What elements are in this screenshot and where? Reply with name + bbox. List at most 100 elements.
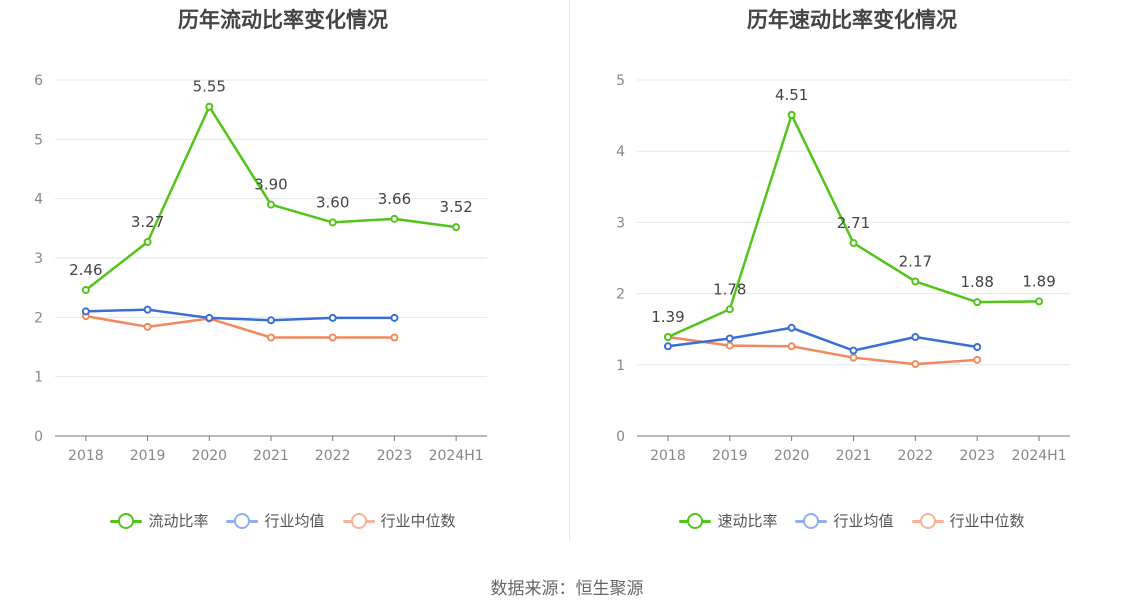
main-series-point[interactable] [390, 214, 399, 223]
x-tick-label: 2019 [712, 448, 748, 464]
legend-label: 行业中位数 [380, 512, 456, 530]
main-series-point[interactable] [452, 223, 461, 232]
legend-item-industry-mean[interactable]: 行业均值 [795, 510, 894, 531]
industry-mean-point[interactable] [143, 305, 152, 314]
x-tick-label: 2019 [130, 448, 166, 464]
x-tick-label: 2022 [898, 448, 934, 464]
main-series-point[interactable] [911, 277, 920, 286]
data-label: 1.88 [961, 273, 994, 291]
current-ratio-chart-panel: 历年流动比率变化情况 0 1 2 3 4 5 6 2018 2019 2020 2021 2022 20… [0, 0, 566, 560]
data-label: 1.78 [713, 280, 746, 298]
industry-mean-point[interactable] [328, 313, 337, 322]
main-series-point[interactable] [81, 286, 90, 295]
y-tick-label: 6 [34, 73, 43, 89]
legend-label: 行业中位数 [949, 512, 1025, 530]
y-tick-label: 3 [34, 251, 43, 267]
industry-median-point[interactable] [911, 360, 920, 369]
x-tick-label: 2024H1 [429, 448, 484, 464]
industry-mean-point[interactable] [911, 333, 920, 342]
chart-legend: 速动比率 行业均值 行业中位数 [570, 510, 1134, 531]
y-tick-label: 3 [616, 215, 625, 231]
industry-median-point[interactable] [390, 333, 399, 342]
chart-legend: 流动比率 行业均值 行业中位数 [0, 510, 566, 531]
data-label: 1.89 [1022, 272, 1055, 290]
chart-title: 历年速动比率变化情况 [747, 8, 957, 32]
industry-median-line [667, 335, 978, 366]
main-series-point[interactable] [267, 200, 275, 209]
industry-mean-point[interactable] [663, 342, 672, 351]
data-label: 2.71 [837, 214, 870, 232]
current-ratio-chart: 0 1 2 3 4 5 6 2018 2019 2020 2021 2022 2023 2024H1 2.4… [34, 73, 487, 464]
x-tick-label: 2018 [650, 448, 686, 464]
legend-item-current-ratio[interactable]: 流动比率 [110, 510, 208, 531]
industry-median-point[interactable] [328, 333, 337, 342]
legend-label: 速动比率 [717, 512, 778, 530]
main-series-point[interactable] [849, 239, 858, 248]
industry-mean-line [667, 326, 978, 352]
data-label: 5.55 [193, 78, 226, 96]
industry-mean-point[interactable] [267, 316, 275, 325]
legend-line-circle-icon [110, 512, 143, 529]
legend-item-industry-median[interactable]: 行业中位数 [342, 510, 456, 531]
x-tick-label: 2021 [253, 448, 289, 464]
legend-item-industry-median[interactable]: 行业中位数 [911, 510, 1025, 531]
legend-line-circle-icon [342, 512, 375, 529]
main-series-point[interactable] [725, 305, 734, 314]
data-label: 3.27 [131, 213, 164, 231]
legend-line-circle-icon [226, 512, 259, 529]
industry-mean-point[interactable] [725, 334, 734, 343]
quick-ratio-chart: 0 1 2 3 4 5 2018 2019 2020 2021 2022 2023 2024H1 1.39… [616, 73, 1070, 464]
x-tick-label: 2024H1 [1012, 448, 1067, 464]
y-tick-label: 4 [34, 192, 43, 208]
data-label: 4.51 [775, 86, 808, 104]
industry-median-point[interactable] [143, 322, 152, 331]
y-tick-label: 5 [34, 132, 43, 148]
data-label: 3.66 [378, 190, 411, 208]
main-series-point[interactable] [663, 333, 672, 342]
legend-item-industry-mean[interactable]: 行业均值 [226, 510, 325, 531]
main-series-point[interactable] [787, 110, 796, 119]
legend-label: 行业均值 [833, 512, 894, 530]
main-series-point[interactable] [328, 218, 337, 227]
industry-mean-point[interactable] [787, 323, 796, 332]
data-source-note: 数据来源：恒生聚源 [490, 579, 644, 599]
industry-median-point[interactable] [973, 355, 982, 364]
industry-mean-line [85, 308, 395, 322]
industry-median-point[interactable] [787, 342, 796, 351]
data-label: 3.60 [316, 193, 349, 211]
data-label: 2.17 [899, 252, 932, 270]
y-tick-label: 1 [34, 370, 43, 386]
panel-divider [569, 0, 570, 540]
y-tick-label: 2 [34, 310, 43, 326]
quick-ratio-chart-panel: 历年速动比率变化情况 0 1 2 3 4 5 2018 2019 2020 2021 2022 202… [570, 0, 1134, 560]
legend-line-circle-icon [795, 512, 828, 529]
main-series-point[interactable] [1035, 297, 1044, 306]
industry-median-point[interactable] [267, 333, 275, 342]
industry-mean-point[interactable] [390, 313, 399, 322]
y-tick-label: 2 [616, 287, 625, 303]
data-label: 2.46 [69, 261, 102, 279]
industry-mean-point[interactable] [973, 343, 982, 351]
y-tick-label: 5 [616, 73, 625, 89]
x-tick-label: 2020 [774, 448, 810, 464]
industry-mean-point[interactable] [205, 313, 214, 322]
industry-median-point[interactable] [849, 353, 858, 362]
y-tick-label: 4 [616, 144, 625, 160]
chart-title: 历年流动比率变化情况 [178, 8, 388, 32]
data-label: 3.52 [439, 198, 472, 216]
legend-label: 行业均值 [264, 512, 325, 530]
main-series-point[interactable] [973, 298, 982, 307]
data-label: 1.39 [651, 308, 684, 326]
y-tick-label: 0 [34, 429, 43, 445]
industry-mean-point[interactable] [81, 307, 90, 316]
x-tick-label: 2023 [377, 448, 413, 464]
main-series-point[interactable] [143, 237, 152, 246]
legend-item-quick-ratio[interactable]: 速动比率 [679, 510, 777, 531]
industry-mean-point[interactable] [849, 346, 858, 355]
legend-line-circle-icon [911, 512, 944, 529]
industry-median-point[interactable] [725, 341, 734, 350]
main-series-point[interactable] [205, 102, 214, 111]
legend-line-circle-icon [679, 512, 712, 529]
y-tick-label: 0 [616, 429, 625, 445]
industry-median-line [85, 314, 395, 339]
